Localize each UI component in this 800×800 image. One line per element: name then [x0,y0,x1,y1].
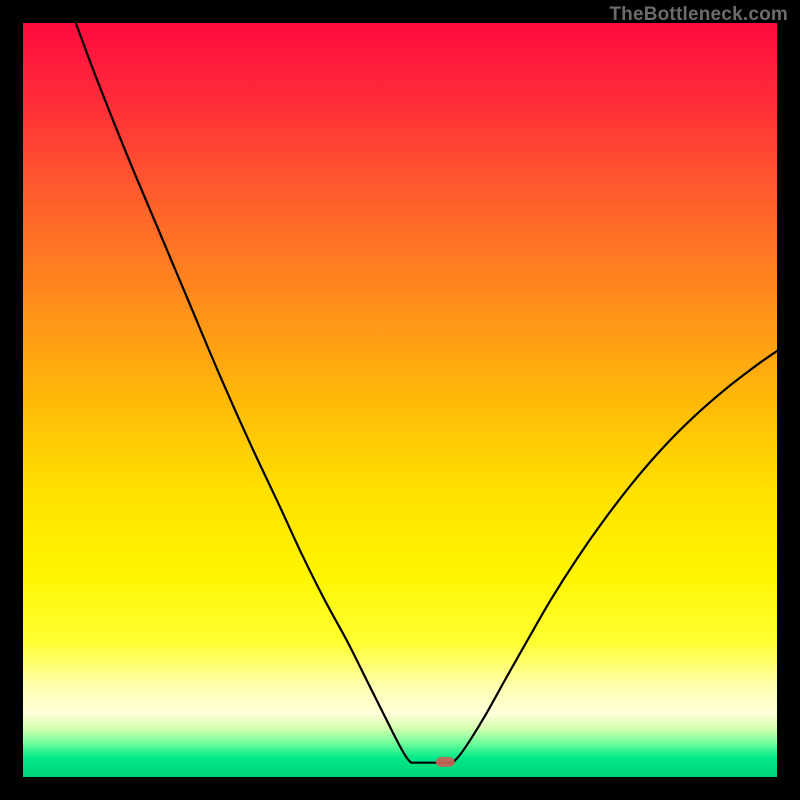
chart-frame: TheBottleneck.com [0,0,800,800]
plot-area [23,23,777,777]
background-gradient [23,23,777,777]
watermark-text: TheBottleneck.com [609,4,788,26]
